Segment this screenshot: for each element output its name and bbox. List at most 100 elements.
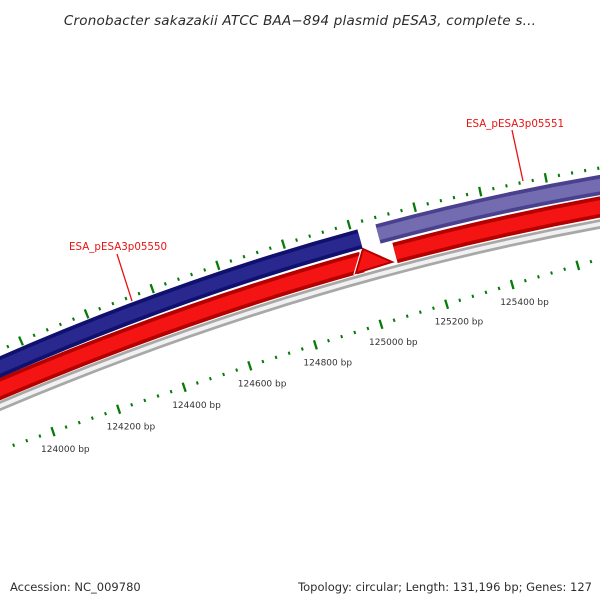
minor-tick <box>557 173 561 178</box>
gene-track-left-band-inner <box>0 255 364 397</box>
leader-line-right <box>511 129 524 182</box>
major-tick <box>83 308 90 319</box>
minor-tick <box>300 347 304 351</box>
minor-tick <box>366 326 370 331</box>
minor-tick <box>392 318 396 323</box>
major-tick <box>181 382 187 393</box>
minor-tick <box>400 208 403 213</box>
major-tick <box>149 283 155 294</box>
minor-tick <box>190 272 194 277</box>
minor-tick <box>32 333 36 338</box>
minor-tick <box>405 314 409 318</box>
leader-line-left <box>116 253 133 302</box>
gene-label-right[interactable]: ESA_pESA3p05551 <box>466 118 564 130</box>
minor-tick <box>98 306 102 311</box>
minor-tick <box>537 275 540 279</box>
minor-tick <box>208 376 212 381</box>
minor-tick <box>295 238 298 242</box>
minor-tick <box>58 322 62 327</box>
gene-feature-left-band-inner <box>0 232 362 374</box>
minor-tick <box>321 230 325 234</box>
minor-tick <box>308 234 312 238</box>
bp-tick-label: 125000 bp <box>369 338 418 348</box>
minor-tick <box>12 443 16 448</box>
outer-ruler-ticks <box>6 166 600 349</box>
minor-tick <box>426 202 430 206</box>
minor-tick <box>334 226 338 231</box>
minor-tick <box>563 267 567 271</box>
minor-tick <box>340 334 344 339</box>
topology-text: Topology: circular; Length: 131,196 bp; … <box>298 580 592 594</box>
bp-tick-label: 124600 bp <box>238 379 287 389</box>
major-tick <box>18 336 24 346</box>
minor-tick <box>130 402 134 407</box>
major-tick <box>378 319 384 330</box>
minor-tick <box>242 254 246 259</box>
minor-tick <box>163 282 167 286</box>
major-tick <box>575 260 581 271</box>
gene-feature-right-band-inner <box>376 178 600 241</box>
minor-tick <box>327 338 330 343</box>
minor-tick <box>255 250 259 255</box>
minor-tick <box>90 416 94 420</box>
minor-tick <box>589 259 593 264</box>
major-tick <box>543 172 548 183</box>
minor-tick <box>597 166 600 171</box>
minor-tick <box>274 355 278 360</box>
gene-direction-arrowhead[interactable] <box>354 247 395 275</box>
minor-tick <box>176 277 180 282</box>
bp-tick-label: 124000 bp <box>41 445 90 455</box>
major-tick <box>346 219 352 230</box>
bp-tick-label: 125200 bp <box>435 318 484 328</box>
minor-tick <box>137 291 141 296</box>
minor-tick <box>439 198 443 203</box>
minor-tick <box>169 389 173 394</box>
gene-track-right-band-inner <box>393 200 600 260</box>
major-tick <box>444 299 450 310</box>
minor-tick <box>287 351 291 355</box>
minor-tick <box>373 215 377 220</box>
minor-tick <box>64 425 68 429</box>
inner-ruler-ticks <box>12 259 593 448</box>
gene-label-left[interactable]: ESA_pESA3p05550 <box>69 241 167 253</box>
minor-tick <box>458 298 462 303</box>
bp-tick-label: 124800 bp <box>303 358 352 368</box>
minor-tick <box>268 246 272 251</box>
minor-tick <box>203 268 207 272</box>
minor-tick <box>77 420 81 425</box>
minor-tick <box>497 286 501 291</box>
minor-tick <box>452 195 456 200</box>
major-tick <box>478 186 483 197</box>
minor-tick <box>156 394 160 398</box>
minor-tick <box>261 359 265 364</box>
minor-tick <box>583 168 587 173</box>
minor-tick <box>71 317 76 321</box>
major-tick <box>116 404 122 415</box>
minor-tick <box>418 310 422 314</box>
major-tick <box>50 426 56 437</box>
minor-tick <box>432 306 435 310</box>
sequence-title: Cronobacter sakazakii ATCC BAA−894 plasm… <box>63 13 537 29</box>
minor-tick <box>229 259 233 263</box>
minor-tick <box>465 192 469 197</box>
major-tick <box>412 202 417 213</box>
minor-tick <box>111 301 115 306</box>
major-tick <box>280 239 286 249</box>
bp-tick-label: 125400 bp <box>500 298 549 308</box>
ruler-bp-labels: 124000 bp 124200 bp 124400 bp 124600 bp 1248… <box>41 298 549 455</box>
bp-tick-label: 124200 bp <box>107 423 156 433</box>
minor-tick <box>484 290 488 295</box>
minor-tick <box>6 344 10 349</box>
minor-tick <box>45 327 49 332</box>
major-tick <box>247 360 253 371</box>
minor-tick <box>195 381 199 385</box>
minor-tick <box>104 411 107 416</box>
minor-tick <box>222 372 226 377</box>
minor-tick <box>387 212 390 216</box>
backbone-arc-highlight <box>0 221 600 409</box>
minor-tick <box>38 434 42 438</box>
minor-tick <box>360 219 364 223</box>
major-tick <box>312 339 318 350</box>
